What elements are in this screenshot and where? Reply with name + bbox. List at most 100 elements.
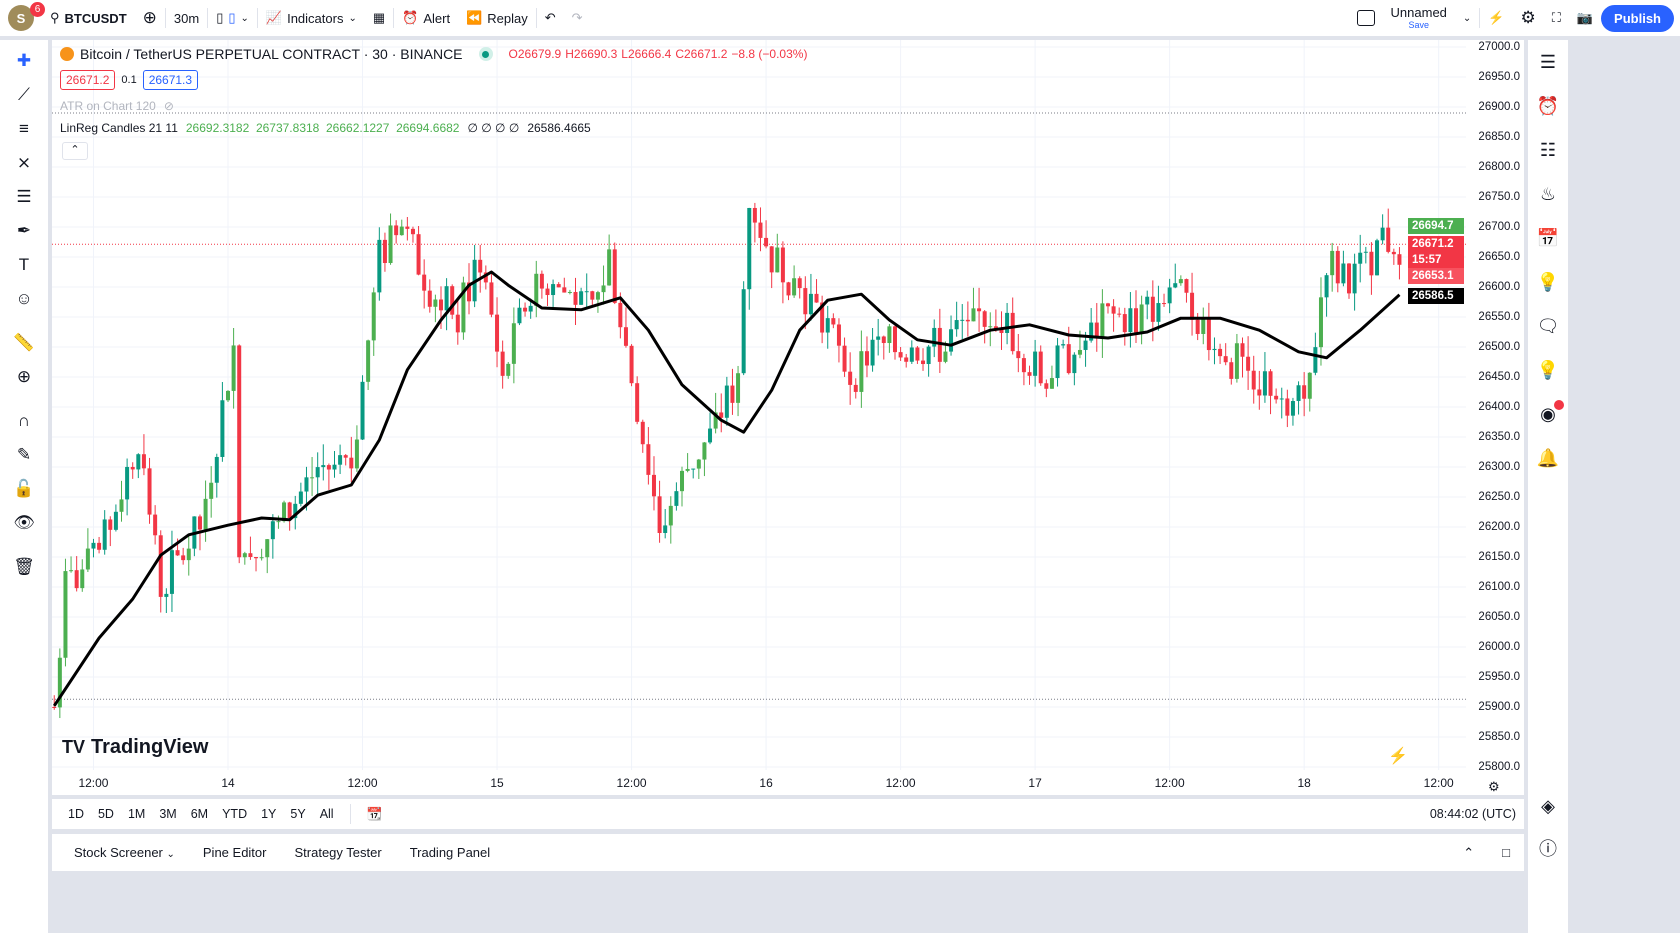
range-1y[interactable]: 1Y xyxy=(261,807,277,821)
snapshot-button[interactable]: 📷 xyxy=(1569,0,1601,36)
hide-tool[interactable]: 👁 xyxy=(0,506,48,540)
candle-body xyxy=(287,502,292,519)
layouts-button[interactable]: ▦ xyxy=(365,0,393,36)
lock-tool[interactable]: 🔓 xyxy=(0,472,48,506)
lines-tool[interactable]: ≡ xyxy=(0,112,48,146)
live-button[interactable]: ◉ xyxy=(1528,392,1568,436)
tab-strategy-tester[interactable]: Strategy Tester xyxy=(294,845,382,860)
axis-settings-icon[interactable]: ⚙ xyxy=(1488,779,1500,794)
layers-button[interactable]: ◈ xyxy=(1528,784,1568,828)
sell-button[interactable]: 26671.2 xyxy=(60,70,116,90)
candle-body xyxy=(1380,227,1385,241)
streams-button[interactable]: 💡 xyxy=(1528,348,1568,392)
undo-button[interactable]: ↶ xyxy=(537,0,564,36)
delete-tool[interactable]: 🗑 xyxy=(0,550,48,584)
candle-body xyxy=(528,305,533,312)
interval-button[interactable]: 30m xyxy=(173,10,200,26)
chart-pane[interactable]: Bitcoin / TetherUS PERPETUAL CONTRACT · … xyxy=(52,40,1524,795)
clock[interactable]: 08:44:02 (UTC) xyxy=(1429,807,1516,821)
quick-search-icon: ⚡ xyxy=(1488,10,1505,25)
candle-body xyxy=(982,311,987,327)
symbol-title[interactable]: Bitcoin / TetherUS PERPETUAL CONTRACT · … xyxy=(80,46,463,62)
candle-body xyxy=(881,336,886,344)
candle-body xyxy=(848,371,853,385)
compare-symbol-button[interactable]: ⊕ xyxy=(135,0,165,36)
text-tool[interactable]: T xyxy=(0,248,48,282)
watchlist-button[interactable]: ☰ xyxy=(1528,40,1568,84)
fib-tool[interactable]: ☰ xyxy=(0,180,48,214)
candle-body xyxy=(1313,347,1318,373)
quick-search-button[interactable]: ⚡ xyxy=(1480,0,1512,36)
symbol-search[interactable]: ⚲ BTCUSDT xyxy=(42,0,135,36)
tab-trading-panel[interactable]: Trading Panel xyxy=(409,845,491,860)
collapse-legend-button[interactable]: ⌃ xyxy=(62,142,88,160)
range-1d[interactable]: 1D xyxy=(68,807,84,821)
expand-panel-button[interactable]: ⌃ xyxy=(1449,845,1488,861)
range-6m[interactable]: 6M xyxy=(190,807,209,821)
indicators-label: Indicators xyxy=(287,10,344,26)
eye-hidden-icon[interactable]: ⊘ xyxy=(163,99,174,113)
stay-drawing-tool[interactable]: ✎ xyxy=(0,438,48,472)
emoji-tool[interactable]: ☺ xyxy=(0,282,48,316)
chat-button[interactable]: 🗨 xyxy=(1528,304,1568,348)
maximize-panel-button[interactable]: □ xyxy=(1488,845,1524,860)
brush-tool[interactable]: ✒ xyxy=(0,214,48,248)
user-avatar[interactable]: S 6 xyxy=(0,0,45,36)
range-all[interactable]: All xyxy=(319,807,334,821)
tab-stock-screener[interactable]: Stock Screener ⌄ xyxy=(60,845,189,860)
hotlists-button[interactable]: ♨ xyxy=(1528,172,1568,216)
ruler-tool[interactable]: 📏 xyxy=(0,326,48,360)
buy-button[interactable]: 26671.3 xyxy=(142,70,199,90)
help-button[interactable]: ⓘ xyxy=(1528,826,1568,870)
replay-button[interactable]: ⏪ Replay xyxy=(458,0,536,36)
candle-body xyxy=(556,284,561,288)
candle-body xyxy=(416,234,421,275)
ideas-button[interactable]: 💡 xyxy=(1528,260,1568,304)
calendar-button[interactable]: 📅 xyxy=(1528,216,1568,260)
linreg-indicator-legend[interactable]: LinReg Candles 21 11 26692.3182 26737.83… xyxy=(60,121,591,135)
candle-body xyxy=(719,412,724,418)
fullscreen-button[interactable]: ⛶ xyxy=(1544,0,1569,36)
candle-body xyxy=(1094,322,1099,339)
pattern-tool[interactable]: ⨯ xyxy=(0,146,48,180)
price-chart[interactable] xyxy=(52,40,1524,795)
undo-icon: ↶ xyxy=(544,10,556,25)
publish-button[interactable]: Publish xyxy=(1601,4,1674,32)
trendline-tool[interactable]: ⟋ xyxy=(0,78,48,112)
ohlc-values: O26679.9 H26690.3 L26666.4 C26671.2 −8.8 (−0… xyxy=(509,47,808,61)
candle-body xyxy=(1010,312,1015,352)
magnet-tool[interactable]: ∩ xyxy=(0,404,48,438)
range-1m[interactable]: 1M xyxy=(127,807,146,821)
layout-name-button[interactable]: Unnamed Save xyxy=(1383,0,1455,36)
alerts-button[interactable]: ⏰ xyxy=(1528,84,1568,128)
redo-button[interactable]: ↷ xyxy=(564,0,591,36)
crosshair-tool[interactable]: ✚ xyxy=(0,44,48,78)
candle-body xyxy=(153,514,158,536)
price-label: 26100.0 xyxy=(1478,581,1520,593)
range-5y[interactable]: 5Y xyxy=(290,807,306,821)
alert-button[interactable]: ⏰ Alert xyxy=(394,0,458,36)
candle-body xyxy=(724,385,729,418)
layout-checkbox[interactable] xyxy=(1349,0,1383,36)
range-3m[interactable]: 3M xyxy=(159,807,177,821)
tab-pine-editor[interactable]: Pine Editor xyxy=(202,845,267,860)
settings-button[interactable]: ⚙ xyxy=(1513,0,1544,36)
candle-body xyxy=(102,519,107,550)
range-ytd[interactable]: YTD xyxy=(222,807,248,821)
goto-date-button[interactable]: 📆 xyxy=(361,805,389,824)
range-5d[interactable]: 5D xyxy=(97,807,114,821)
notifications-button[interactable]: 🔔 xyxy=(1528,436,1568,480)
lightning-icon[interactable]: ⚡ xyxy=(1388,748,1408,765)
price-axis[interactable]: 27000.0 26950.0 26900.0 26850.0 26800.0 26750… xyxy=(1466,40,1524,795)
atr-indicator-legend[interactable]: ATR on Chart 120 ⊘ xyxy=(60,99,174,113)
candle-body xyxy=(450,286,455,315)
candle-body xyxy=(836,324,841,346)
object-tree-button[interactable]: ☷ xyxy=(1528,128,1568,172)
candle-body xyxy=(315,467,320,478)
zoom-tool[interactable]: ⊕ xyxy=(0,360,48,394)
candle-body xyxy=(427,290,432,307)
bar-style-button[interactable]: ▯ ▯ ⌄ xyxy=(208,0,257,36)
layout-menu-chevron[interactable]: ⌄ xyxy=(1455,0,1479,36)
indicators-button[interactable]: 📈 Indicators ⌄ xyxy=(258,0,365,36)
live-dot xyxy=(1554,400,1564,410)
